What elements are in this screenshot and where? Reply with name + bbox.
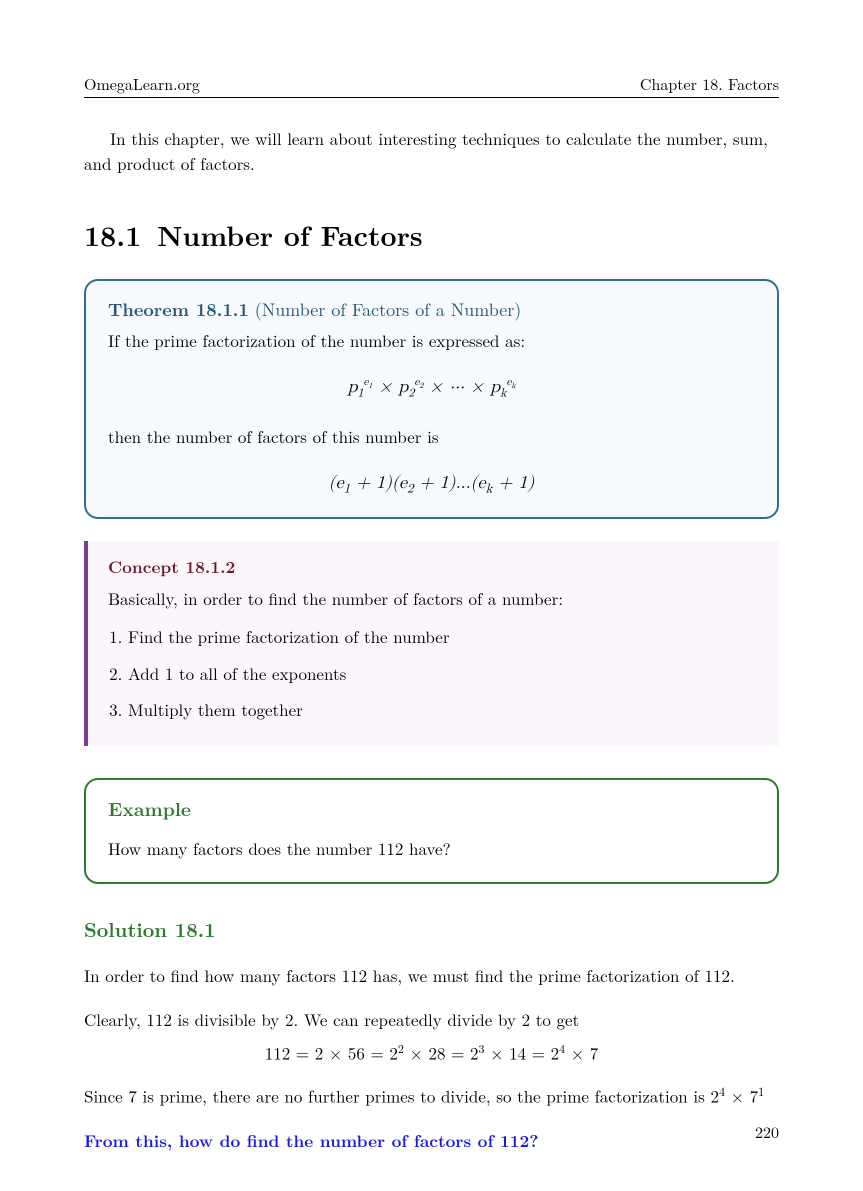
theorem-name: (Number of Factors of a Number) (255, 297, 522, 322)
solution-p2: Clearly, 112 is divisible by 2. We can r… (84, 1007, 779, 1033)
theorem-label: Theorem 18.1.1 (108, 297, 249, 322)
concept-item: Multiply them together (128, 696, 759, 722)
intro-text: In this chapter, we will learn about int… (84, 126, 768, 175)
concept-box: Concept 18.1.2 Basically, in order to fi… (84, 541, 779, 746)
page-number: 220 (755, 1120, 779, 1143)
solution-p1: In order to find how many factors 112 ha… (84, 963, 779, 989)
concept-intro: Basically, in order to find the number o… (108, 586, 563, 610)
solution-equation: 112 = 2 × 56 = 22 × 28 = 23 × 14 = 24 × … (84, 1040, 779, 1065)
example-label: Example (108, 794, 755, 822)
theorem-title: Theorem 18.1.1 (Number of Factors of a N… (108, 297, 755, 322)
header-left: OmegaLearn.org (84, 72, 200, 95)
example-body: How many factors does the number 112 hav… (108, 836, 755, 860)
concept-list: Find the prime factorization of the numb… (128, 623, 759, 722)
theorem-formula-2: (e1 + 1)(e2 + 1)…(ek + 1) (108, 470, 755, 499)
solution-question: From this, how do find the number of fac… (84, 1129, 779, 1153)
theorem-body: If the prime factorization of the number… (108, 328, 755, 499)
theorem-line1: If the prime factorization of the number… (108, 328, 755, 354)
section-number: 18.1 (84, 215, 141, 255)
solution-p3-text: Since 7 is prime, there are no further p… (84, 1084, 710, 1108)
theorem-box: Theorem 18.1.1 (Number of Factors of a N… (84, 279, 779, 519)
concept-body: Basically, in order to find the number o… (108, 585, 759, 722)
page: OmegaLearn.org Chapter 18. Factors In th… (0, 0, 863, 1191)
concept-label: Concept 18.1.2 (108, 555, 759, 579)
concept-item: Add 1 to all of the exponents (128, 660, 759, 686)
section-heading: 18.1 Number of Factors (84, 215, 779, 255)
page-header: OmegaLearn.org Chapter 18. Factors (84, 72, 779, 98)
theorem-line2: then the number of factors of this numbe… (108, 424, 755, 450)
header-right: Chapter 18. Factors (640, 72, 779, 95)
solution-title: Solution 18.1 (84, 914, 779, 943)
intro-paragraph: In this chapter, we will learn about int… (84, 126, 779, 175)
concept-item: Find the prime factorization of the numb… (128, 623, 759, 649)
example-box: Example How many factors does the number… (84, 778, 779, 884)
section-title-text: Number of Factors (157, 215, 422, 255)
theorem-formula-1: p1e1 × p2e2 × ··· × pkek (108, 374, 755, 403)
solution-p3: Since 7 is prime, there are no further p… (84, 1082, 779, 1109)
